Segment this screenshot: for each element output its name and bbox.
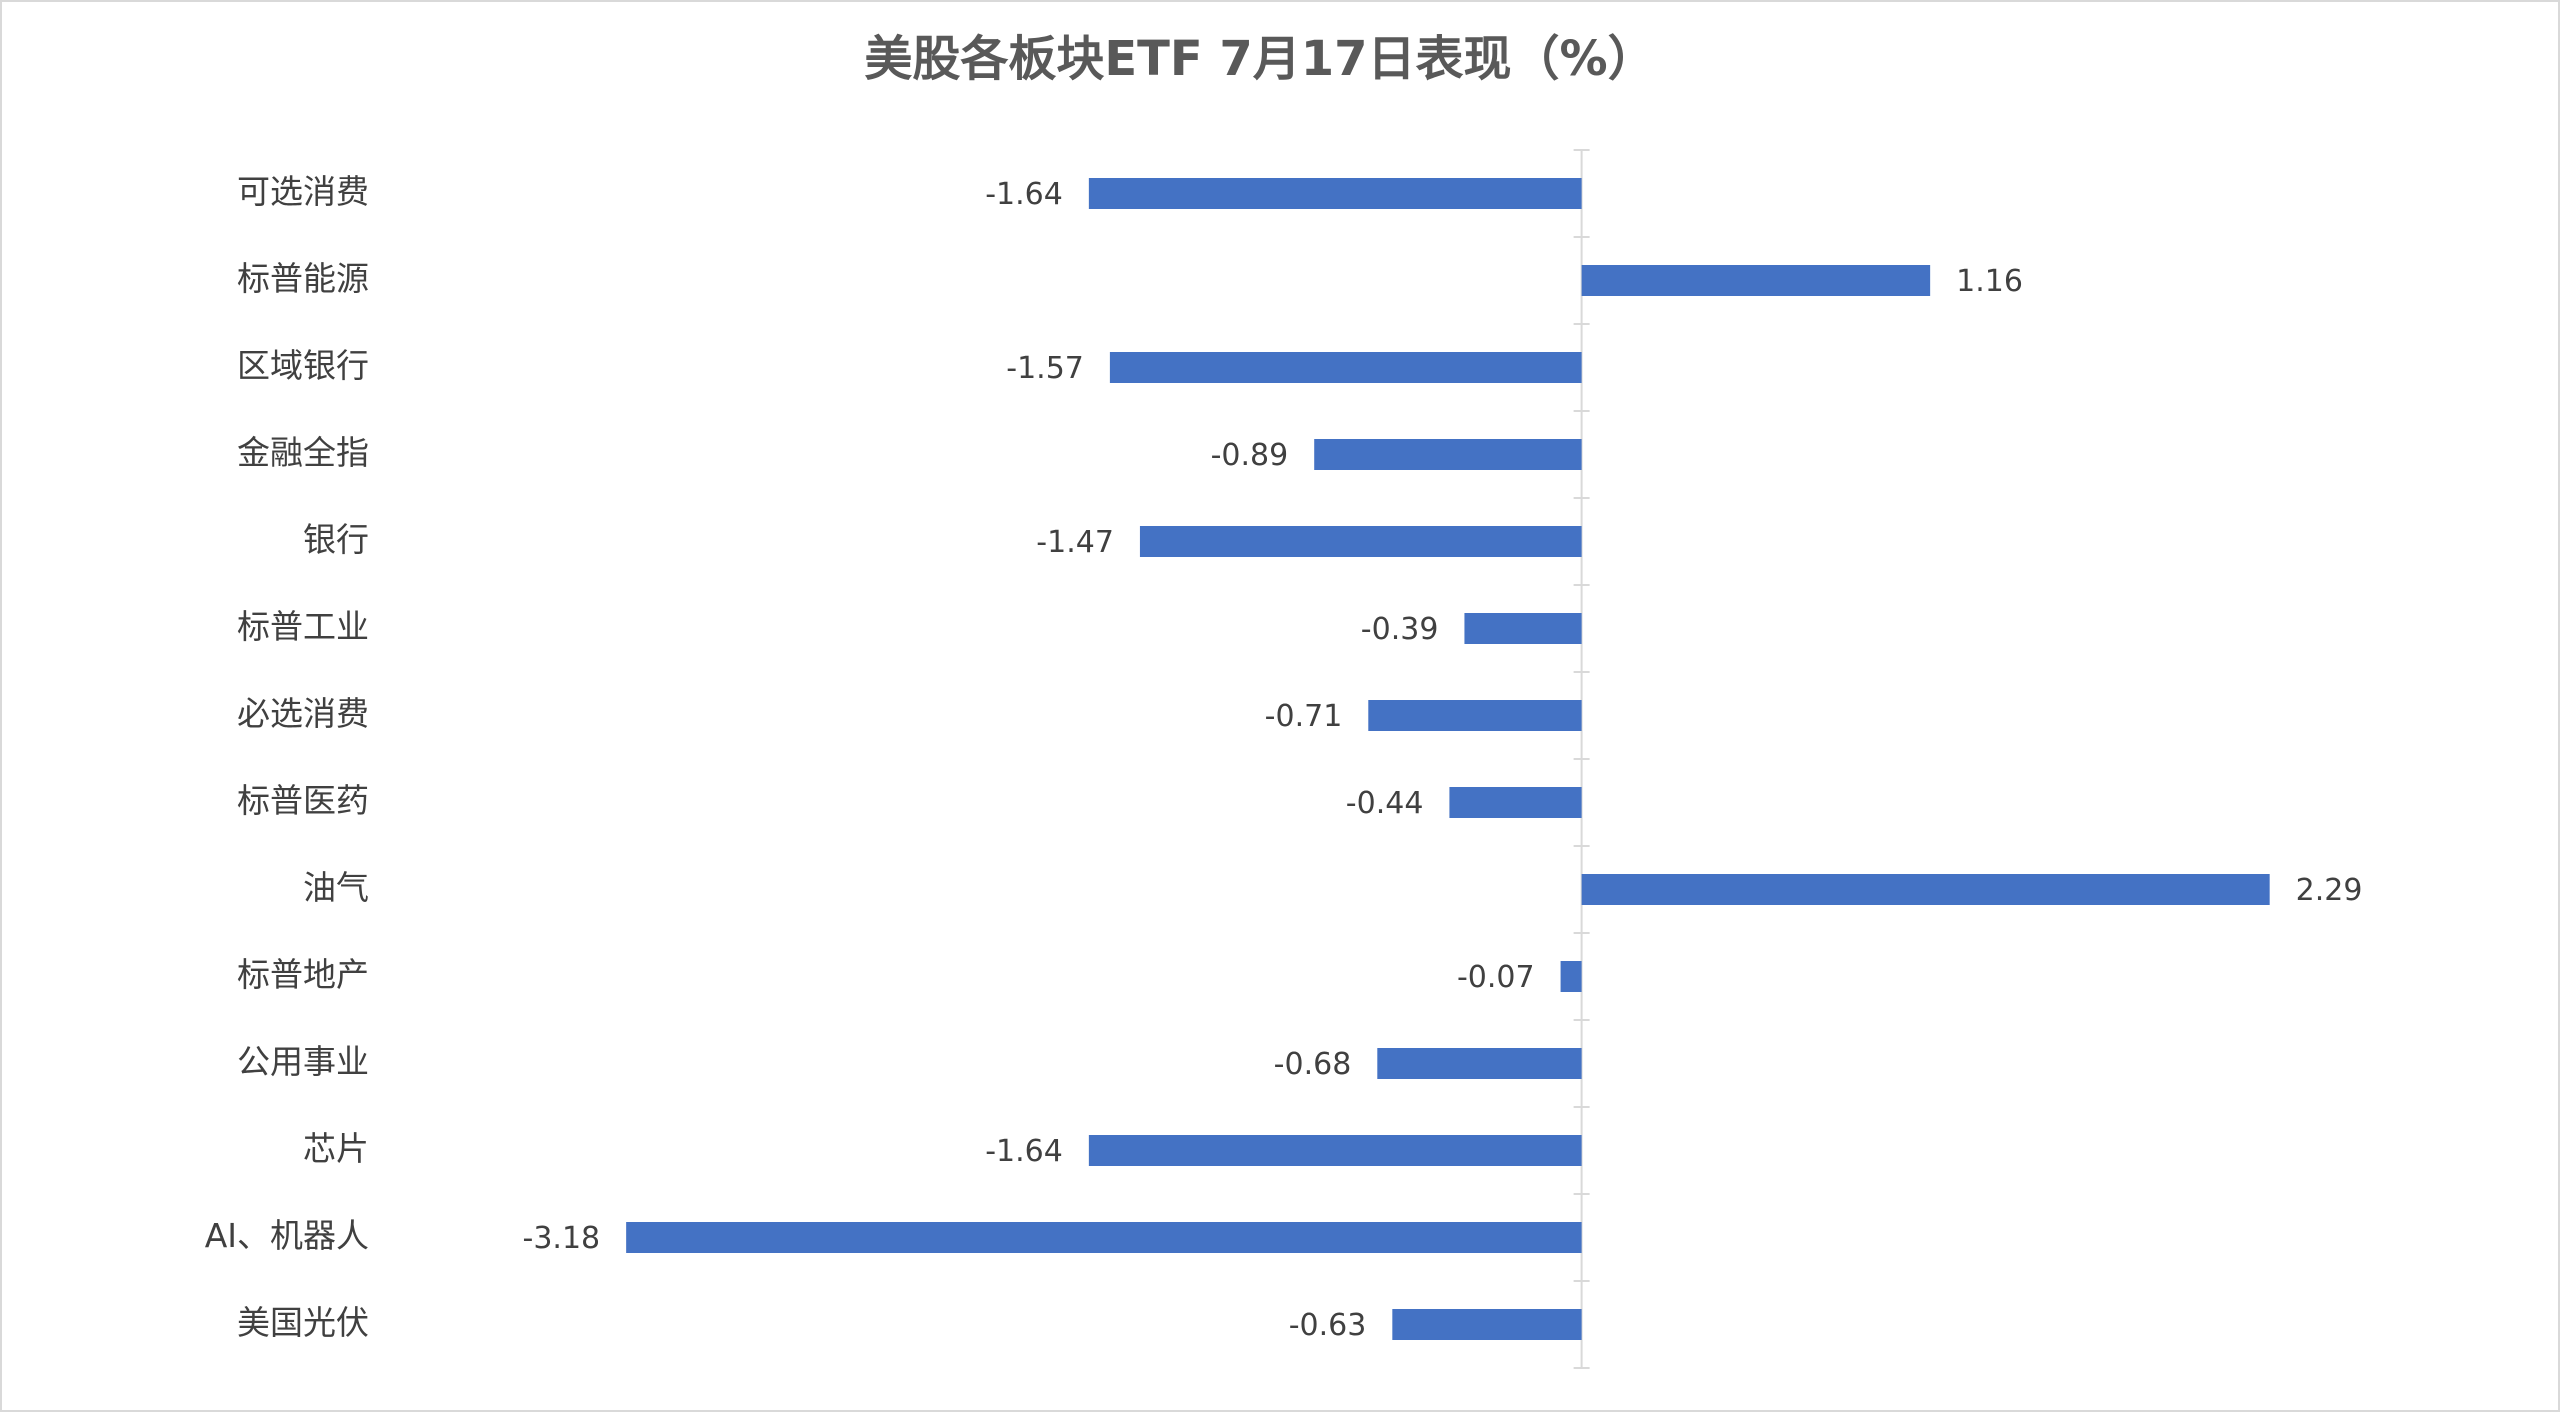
value-label: -0.44 bbox=[1346, 786, 1424, 821]
bar bbox=[1139, 526, 1582, 557]
y-tick-label: 标普地产 bbox=[237, 955, 369, 994]
y-tick-label: 金融全指 bbox=[237, 433, 369, 472]
y-tick-label: 美国光伏 bbox=[237, 1303, 369, 1342]
y-tick-label: 标普医药 bbox=[237, 781, 369, 820]
value-label: -1.64 bbox=[985, 177, 1063, 212]
y-tick-label: 芯片 bbox=[303, 1129, 369, 1168]
y-tick-label: 区域银行 bbox=[237, 346, 369, 385]
value-label: -0.39 bbox=[1361, 612, 1439, 647]
bar bbox=[1581, 265, 1931, 296]
value-label: -3.18 bbox=[523, 1221, 601, 1256]
bar bbox=[1464, 613, 1582, 644]
value-label: -0.63 bbox=[1289, 1308, 1367, 1343]
value-label: -1.64 bbox=[985, 1134, 1063, 1169]
y-tick-label: 标普工业 bbox=[237, 607, 369, 646]
y-tick-label: 可选消费 bbox=[237, 172, 369, 211]
value-label: 2.29 bbox=[2296, 873, 2363, 908]
bar bbox=[1088, 178, 1582, 209]
bar bbox=[1314, 439, 1582, 470]
y-tick-label: 银行 bbox=[303, 520, 369, 559]
y-tick-label: 公用事业 bbox=[237, 1042, 369, 1081]
bar bbox=[1368, 700, 1582, 731]
y-tick-label: 必选消费 bbox=[237, 694, 369, 733]
bar bbox=[1449, 787, 1582, 818]
value-label: -0.71 bbox=[1265, 699, 1343, 734]
bar bbox=[1377, 1048, 1582, 1079]
y-tick-label: 油气 bbox=[303, 868, 369, 907]
value-label: -0.89 bbox=[1211, 438, 1289, 473]
bar bbox=[1109, 352, 1582, 383]
chart-title: 美股各板块ETF 7月17日表现（%） bbox=[864, 31, 1655, 87]
value-label: -0.07 bbox=[1457, 960, 1535, 995]
value-label: -1.47 bbox=[1036, 525, 1114, 560]
bar bbox=[1560, 961, 1582, 992]
y-tick-label: AI、机器人 bbox=[205, 1216, 369, 1255]
bar bbox=[1581, 874, 2270, 905]
bar bbox=[626, 1222, 1582, 1253]
y-tick-label: 标普能源 bbox=[237, 259, 369, 298]
bar bbox=[1392, 1309, 1582, 1340]
value-label: 1.16 bbox=[1956, 264, 2023, 299]
value-label: -1.57 bbox=[1006, 351, 1084, 386]
value-label: -0.68 bbox=[1274, 1047, 1352, 1082]
bar bbox=[1088, 1135, 1582, 1166]
